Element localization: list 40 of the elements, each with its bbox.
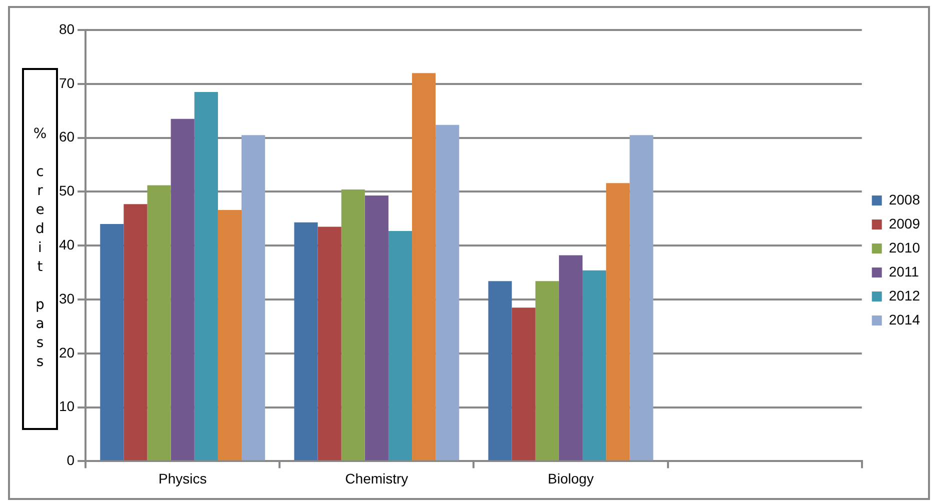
bar — [341, 190, 365, 460]
y-tick-label: 80 — [58, 20, 75, 37]
bar — [630, 135, 654, 460]
bar — [147, 185, 171, 460]
bar — [412, 73, 436, 460]
bar — [218, 210, 242, 460]
legend-label: 2009 — [888, 215, 920, 232]
y-tick-label: 50 — [58, 182, 75, 199]
bar — [318, 226, 342, 460]
bar — [436, 124, 460, 460]
legend-label: 2008 — [888, 191, 920, 208]
y-axis-title: % credit pass — [32, 126, 48, 372]
bar — [488, 281, 512, 460]
bar — [170, 118, 194, 460]
bar — [388, 231, 412, 460]
legend-label: 2012 — [888, 287, 920, 304]
legend-label: 2014 — [888, 311, 920, 328]
y-tick-label: 30 — [58, 290, 75, 306]
bar — [606, 183, 630, 460]
bar — [364, 195, 388, 460]
bar — [582, 270, 606, 460]
y-tick-label: 10 — [58, 398, 75, 414]
bar — [100, 224, 124, 460]
bar — [124, 204, 148, 460]
bar — [294, 222, 318, 460]
x-tick-label: Biology — [548, 470, 594, 486]
x-tick-label: Chemistry — [345, 470, 408, 486]
bar — [558, 255, 583, 460]
y-tick-label: 20 — [58, 344, 75, 360]
bar — [512, 308, 536, 460]
bar — [194, 92, 218, 460]
y-tick-label: 0 — [66, 452, 75, 468]
y-tick-label: 70 — [58, 74, 75, 91]
x-tick-label: Physics — [158, 470, 207, 486]
bar — [242, 135, 266, 460]
legend-label: 2011 — [888, 263, 920, 280]
bar — [535, 281, 559, 460]
legend-label: 2010 — [888, 239, 920, 256]
y-tick-label: 60 — [58, 128, 75, 145]
y-tick-label: 40 — [58, 236, 75, 252]
